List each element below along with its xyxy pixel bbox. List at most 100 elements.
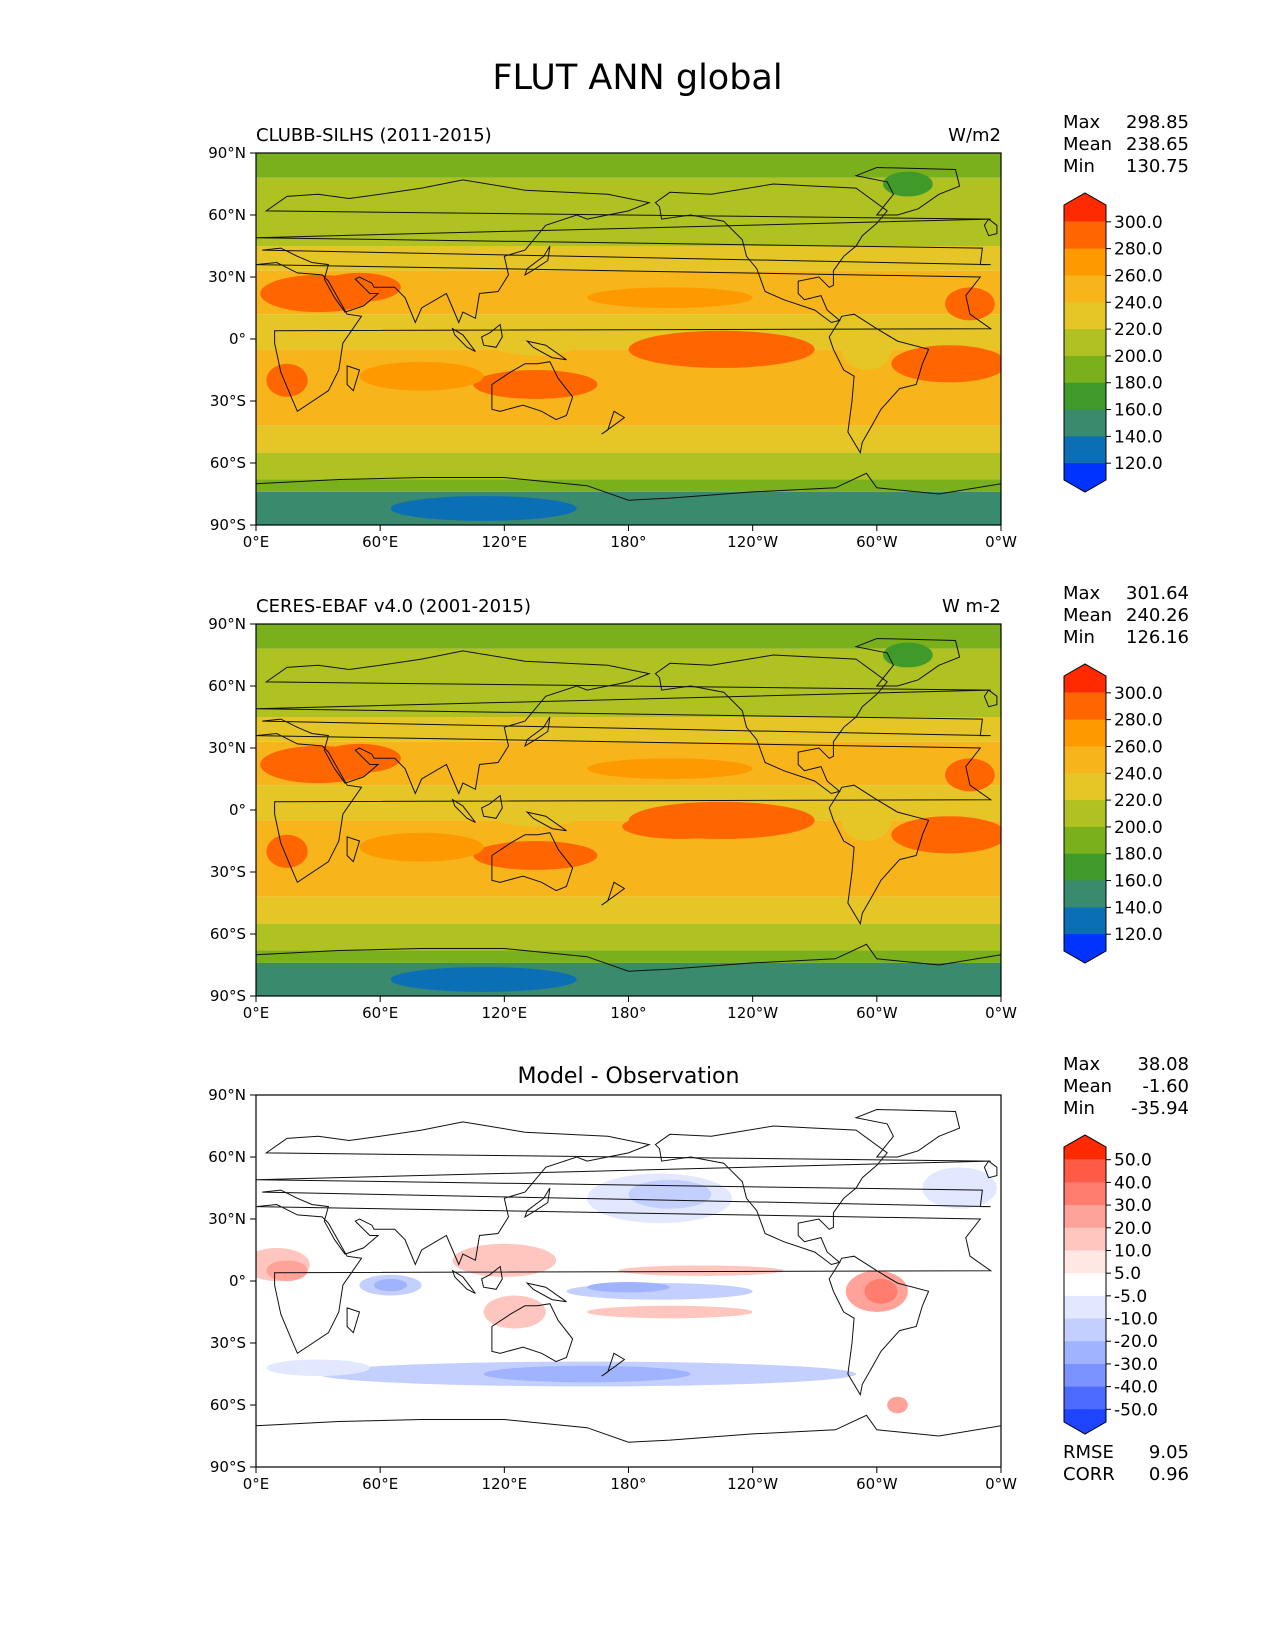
colorbar-label: -10.0: [1114, 1310, 1158, 1330]
stat-value: 38.08: [1137, 1054, 1189, 1075]
coastline-namerica: [654, 1125, 888, 1266]
y-tick-label: 90°N: [208, 144, 246, 162]
blob-congo: [280, 322, 314, 348]
y-tick-label: 0°: [229, 330, 246, 348]
coastline-antarctica: [256, 472, 1001, 525]
stat-value: 240.26: [1126, 605, 1189, 626]
blob-australia-subtropic: [473, 841, 598, 870]
field-layer: [256, 153, 1001, 525]
map-panel-1: CLUBB-SILHS (2011-2015) W/m2 90°N 60°N 30°N 0…: [208, 112, 1189, 551]
coastline-africa: [256, 732, 993, 884]
colorbar-label: 260.0: [1114, 737, 1163, 757]
colorbar-segment: [1064, 907, 1106, 935]
colorbar-label: 160.0: [1114, 401, 1163, 421]
band-southern-ocean: [256, 923, 1001, 951]
colorbar-label: -20.0: [1114, 1332, 1158, 1352]
y-tick-label: 60°S: [210, 925, 246, 943]
colorbar-label: 240.0: [1114, 764, 1163, 784]
colorbar-label: 180.0: [1114, 374, 1163, 394]
colorbar: 300.0 280.0 260.0 240.0 220.0 200.0 180.0 160.0…: [1063, 192, 1163, 493]
colorbar-label: 140.0: [1114, 898, 1163, 918]
x-tick-label: 0°W: [985, 533, 1017, 551]
colorbar-segment: [1064, 773, 1106, 801]
diff-north-pacific-blue-core: [628, 1179, 712, 1209]
blob-antarctic-plateau: [390, 496, 577, 521]
colorbar-segment: [1064, 800, 1106, 828]
colorbar-segment: [1064, 409, 1106, 437]
blob-warm-pool: [483, 793, 588, 827]
panel-title: Model - Observation: [518, 1064, 740, 1089]
blob-australia-subtropic: [473, 370, 598, 399]
x-tick-label: 60°E: [362, 1475, 398, 1493]
y-tick-label: 30°S: [210, 1334, 246, 1352]
stat-label: Max: [1063, 583, 1101, 604]
y-tick-label: 90°N: [208, 615, 246, 633]
x-tick-label: 60°E: [362, 533, 398, 551]
metric-value: 0.96: [1149, 1464, 1189, 1485]
colorbar-bottom-extend: [1064, 463, 1106, 492]
colorbar-label: 50.0: [1114, 1151, 1152, 1171]
colorbar-outline: [1063, 663, 1107, 964]
coastlines: [256, 637, 1001, 996]
band-southern-ocean: [256, 452, 1001, 480]
colorbar-segment: [1064, 1363, 1106, 1388]
colorbar-label: 30.0: [1114, 1196, 1152, 1216]
stat-label: Min: [1063, 156, 1095, 177]
stat-value: 301.64: [1126, 583, 1189, 604]
colorbar-label: 220.0: [1114, 320, 1163, 340]
colorbar-segment: [1064, 1227, 1106, 1251]
coastline-antarctica: [256, 1414, 1001, 1467]
band-antarctic-interior: [256, 962, 1001, 996]
coastline-samerica: [828, 784, 930, 926]
coastline-greenland: [854, 1108, 961, 1158]
y-tick-label: 30°N: [208, 1210, 246, 1228]
coastline-africa: [256, 1203, 993, 1355]
blob-congo: [280, 793, 314, 819]
y-tick-label: 60°N: [208, 1148, 246, 1166]
colorbar-label: 180.0: [1114, 845, 1163, 865]
y-tick-label: 60°S: [210, 1396, 246, 1414]
band-mid-lat-north: [256, 215, 1001, 246]
coastline-sumatra: [451, 327, 476, 352]
band-high-lat-north: [256, 177, 1001, 215]
blob-southeast-pacific: [628, 330, 815, 368]
coastline-newguinea: [525, 811, 567, 832]
band-polar-north: [256, 153, 1001, 178]
x-tick-label: 120°W: [727, 533, 778, 551]
stat-label: Min: [1063, 627, 1095, 648]
colorbar-label: 40.0: [1114, 1173, 1152, 1193]
blob-antarctic-plateau: [390, 967, 577, 992]
coastline-sumatra: [451, 1269, 476, 1294]
blob-arabia: [318, 743, 401, 773]
metric-label: CORR: [1063, 1464, 1115, 1485]
blob-north-pacific-subtropic: [587, 287, 753, 308]
colorbar-label: 120.0: [1114, 454, 1163, 474]
blob-south-atlantic: [891, 345, 1001, 383]
colorbar-top-extend: [1064, 193, 1106, 222]
colorbar-top-extend: [1064, 664, 1106, 693]
colorbar-segment: [1064, 746, 1106, 774]
blob-north-pacific-subtropic: [587, 758, 753, 780]
colorbar-segment: [1064, 221, 1106, 250]
colorbar-label: 280.0: [1114, 711, 1163, 731]
coastlines: [256, 1108, 1001, 1467]
panel-units: W/m2: [948, 125, 1001, 146]
field-layer: [256, 1095, 1001, 1467]
y-tick-label: 30°N: [208, 739, 246, 757]
colorbar-label: 300.0: [1114, 213, 1163, 233]
x-tick-label: 180°: [610, 533, 646, 551]
stat-label: Max: [1063, 112, 1101, 133]
stat-label: Mean: [1063, 1076, 1112, 1097]
colorbar-label: 200.0: [1114, 818, 1163, 838]
coastline-antarctica: [256, 943, 1001, 996]
colorbar-segment: [1064, 1182, 1106, 1206]
coastline-eurasia: [256, 179, 991, 324]
coastline-greenland: [854, 637, 961, 687]
figure-title: FLUT ANN global: [492, 58, 783, 98]
y-tick-label: 60°N: [208, 677, 246, 695]
diff-africa-red-core: [266, 1260, 308, 1281]
x-tick-label: 0°W: [985, 1475, 1017, 1493]
diff-south-atlantic-blue: [266, 1359, 370, 1377]
diff-indian-blue-core: [373, 1278, 408, 1292]
coastline-borneo: [481, 1265, 503, 1290]
